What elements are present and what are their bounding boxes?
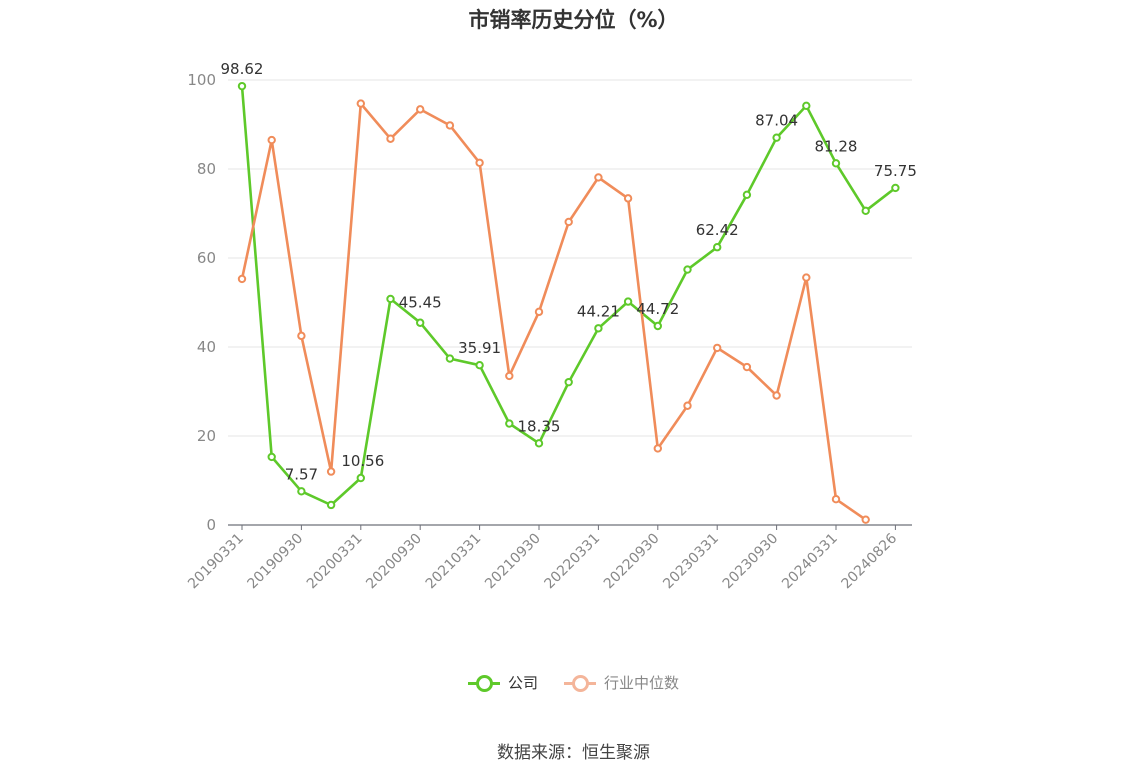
data-point-industry <box>772 391 781 400</box>
data-point-company <box>831 159 841 168</box>
axes: 0 20 40 60 80 100 2019033120190930202003312020… <box>185 71 912 592</box>
data-point-company <box>237 81 247 91</box>
x-tick-label: 20220331 <box>542 531 604 593</box>
data-point-company <box>564 377 573 387</box>
y-tick-label: 0 <box>206 516 216 534</box>
x-tick-label: 20240826 <box>839 530 901 592</box>
data-point-industry <box>267 135 276 145</box>
y-tick-label: 40 <box>197 338 216 356</box>
data-point-industry <box>861 515 870 524</box>
data-label: 87.04 <box>755 112 798 130</box>
data-point-company <box>653 321 662 331</box>
data-point-industry <box>475 158 484 167</box>
data-label: 35.91 <box>458 339 501 357</box>
x-tick-label: 20220930 <box>601 531 663 593</box>
data-point-company <box>416 318 425 327</box>
data-label: 62.42 <box>696 221 739 239</box>
data-point-company <box>802 101 811 111</box>
data-label: 10.56 <box>341 452 384 470</box>
y-tick-label: 20 <box>197 427 216 445</box>
data-point-company <box>742 190 752 200</box>
data-label: 98.62 <box>221 60 264 78</box>
series-layer <box>237 81 900 524</box>
x-tick-label: 20200331 <box>304 531 366 593</box>
x-tick-label: 20190930 <box>245 531 307 593</box>
data-point-industry <box>831 494 841 504</box>
data-point-industry <box>356 99 365 108</box>
data-point-industry <box>742 362 752 372</box>
series-line-industry <box>240 102 867 521</box>
data-point-company <box>297 487 306 496</box>
data-point-industry <box>802 273 811 282</box>
x-tick-label: 20230930 <box>720 531 782 593</box>
data-point-company <box>594 324 603 333</box>
data-point-industry <box>623 194 633 203</box>
data-point-company <box>534 439 544 448</box>
legend: 公司 行业中位数 <box>0 672 1147 693</box>
legend-label-industry: 行业中位数 <box>604 674 680 692</box>
data-point-industry <box>534 307 544 317</box>
data-point-company <box>713 243 722 252</box>
data-point-industry <box>594 173 603 182</box>
data-point-company <box>267 452 276 462</box>
x-tick-label: 20200930 <box>363 531 425 593</box>
data-point-company <box>772 133 781 142</box>
data-point-company <box>475 361 484 370</box>
series-line-company <box>240 85 897 507</box>
data-point-industry <box>326 467 336 476</box>
y-tick-label: 80 <box>197 160 216 178</box>
data-label: 44.72 <box>636 300 679 318</box>
data-labels: 98.62 7.57 10.56 45.45 35.91 18.35 44.21 44.72 6… <box>221 60 917 483</box>
data-point-company <box>445 354 455 363</box>
data-point-industry <box>445 121 455 130</box>
source-note: 数据来源：恒生聚源 <box>497 743 650 763</box>
y-tick-label: 60 <box>197 249 216 267</box>
data-point-company <box>623 297 633 306</box>
legend-label-company: 公司 <box>507 674 538 692</box>
data-point-industry <box>505 371 514 381</box>
data-label: 81.28 <box>815 137 858 155</box>
data-point-industry <box>237 274 247 284</box>
legend-item-industry[interactable]: 行业中位数 <box>564 672 679 693</box>
data-point-company <box>891 183 900 193</box>
legend-item-company[interactable]: 公司 <box>467 672 538 693</box>
data-point-company <box>861 206 870 216</box>
data-label: 18.35 <box>518 417 561 435</box>
data-label: 75.75 <box>874 162 917 180</box>
data-point-industry <box>653 444 662 453</box>
y-tick-label: 100 <box>187 71 216 89</box>
data-point-industry <box>683 401 692 410</box>
x-tick-label: 20210930 <box>482 531 544 593</box>
x-tick-label: 20190331 <box>185 531 247 593</box>
data-point-company <box>386 294 395 304</box>
data-point-company <box>356 473 365 483</box>
data-label: 44.21 <box>577 302 620 320</box>
data-point-company <box>505 419 514 428</box>
legend-swatch-company <box>467 674 500 692</box>
x-tick-label: 20240331 <box>779 531 841 593</box>
data-point-company <box>683 265 692 274</box>
x-tick-label: 20210331 <box>423 531 485 593</box>
data-point-industry <box>297 331 306 341</box>
data-point-industry <box>386 134 395 143</box>
x-tick-label: 20230331 <box>660 531 722 593</box>
chart-title: 市销率历史分位（%） <box>468 8 679 32</box>
data-point-industry <box>416 105 425 114</box>
data-point-industry <box>713 343 722 353</box>
legend-swatch-industry <box>564 674 596 692</box>
data-label: 45.45 <box>399 294 442 312</box>
data-point-industry <box>564 217 573 227</box>
data-label: 7.57 <box>285 465 318 483</box>
data-point-company <box>326 500 336 510</box>
